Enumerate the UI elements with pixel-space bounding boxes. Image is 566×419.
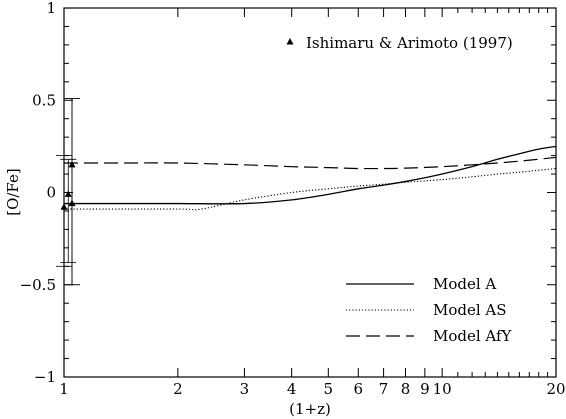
y-tick-labels: −1 −0.5 0 0.5 1 [20,0,56,386]
x-tick-label: 5 [324,380,334,398]
series-line-model-a [64,145,557,205]
legend-label: Model AS [433,301,507,319]
x-tick-label: 3 [240,380,250,398]
plot-area [56,98,557,286]
y-tick-label: 0.5 [32,91,56,109]
y-axis-label: [O/Fe] [4,168,22,216]
x-tick-label: 7 [379,380,389,398]
y-tick-label: −1 [34,368,56,386]
legend-label: Model AfY [433,327,513,345]
legend-label: Model A [433,275,496,293]
legend-label: Ishimaru & Arimoto (1997) [306,34,513,52]
x-tick-label: 2 [173,380,183,398]
x-tick-label: 8 [401,380,411,398]
y-tick-label: 0 [46,184,56,202]
x-tick-labels: 1 2 3 4 5 6 7 8 9 10 20 [59,380,565,398]
y-tick-label: 1 [46,0,56,17]
x-axis-label: (1+z) [289,400,331,418]
series-line-model-afy [64,156,557,170]
y-tick-label: −0.5 [20,276,56,294]
data-point-triangle [68,199,76,207]
x-tick-label: 20 [546,380,565,398]
x-tick-label: 6 [353,380,363,398]
plot-frame [63,7,557,378]
legend: Model A Model AS Model AfY Ishimaru & Arimo… [286,34,513,345]
x-tick-label: 10 [433,380,452,398]
axis-ticks [63,7,557,378]
series-line-model-as [64,167,557,211]
legend-marker-triangle [286,38,294,45]
x-tick-label: 4 [287,380,297,398]
x-tick-label: 9 [420,380,430,398]
x-tick-label: 1 [59,380,69,398]
data-point-triangle [64,190,72,197]
